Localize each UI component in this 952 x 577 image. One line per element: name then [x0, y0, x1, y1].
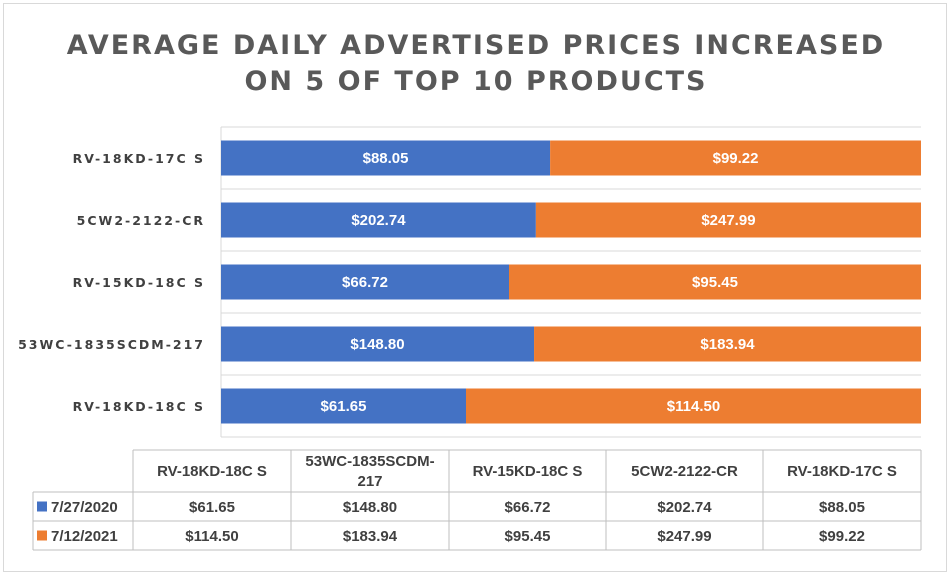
legend-key-swatch — [37, 530, 47, 541]
chart-title-line-1: AVERAGE DAILY ADVERTISED PRICES INCREASE… — [66, 30, 886, 61]
table-cell: $247.99 — [657, 528, 711, 545]
table-cell: $148.80 — [343, 499, 397, 516]
data-label: $183.94 — [700, 336, 755, 353]
data-label: $88.05 — [363, 150, 409, 167]
category-label: RV-18KD-18C S — [73, 399, 205, 414]
bar-series-1 — [221, 326, 535, 362]
bar-series-1 — [221, 388, 466, 424]
bar-series-1 — [221, 140, 551, 176]
category-label: 5CW2-2122-CR — [77, 213, 205, 228]
table-header: 5CW2-2122-CR — [631, 463, 738, 480]
table-cell: $88.05 — [819, 499, 865, 516]
table-cell: $202.74 — [657, 499, 712, 516]
data-label: $61.65 — [321, 398, 367, 415]
data-label: $247.99 — [701, 212, 755, 229]
bar-series-2 — [534, 326, 921, 362]
bar-series-1 — [221, 202, 536, 238]
data-label: $95.45 — [692, 274, 738, 291]
bar-series-2 — [535, 202, 921, 238]
table-header: 53WC-1835SCDM- — [305, 453, 434, 470]
table-cell: $99.22 — [819, 528, 865, 545]
table-header: RV-15KD-18C S — [473, 463, 583, 480]
data-label: $114.50 — [667, 398, 720, 415]
category-label: RV-18KD-17C S — [73, 151, 205, 166]
category-label: RV-15KD-18C S — [73, 275, 205, 290]
bar-series-2 — [508, 264, 921, 300]
legend-key-swatch — [37, 501, 47, 512]
table-cell: $95.45 — [505, 528, 551, 545]
legend-key-label: 7/27/2020 — [51, 499, 118, 516]
table-header: RV-18KD-18C S — [157, 463, 267, 480]
legend-key-label: 7/12/2021 — [51, 528, 118, 545]
data-label: $66.72 — [342, 274, 388, 291]
bar-series-2 — [550, 140, 921, 176]
chart-title-line-2: ON 5 OF TOP 10 PRODUCTS — [244, 66, 708, 97]
bar-series-2 — [465, 388, 921, 424]
category-label: 53WC-1835SCDM-217 — [18, 337, 205, 352]
data-label: $202.74 — [351, 212, 406, 229]
data-label: $99.22 — [713, 150, 759, 167]
table-cell: $61.65 — [189, 499, 235, 516]
table-cell: $183.94 — [343, 528, 398, 545]
data-label: $148.80 — [350, 336, 404, 353]
table-header: RV-18KD-17C S — [787, 463, 897, 480]
bar-series-1 — [221, 264, 509, 300]
table-cell: $114.50 — [185, 528, 238, 545]
table-header: 217 — [357, 473, 382, 490]
table-cell: $66.72 — [505, 499, 551, 516]
